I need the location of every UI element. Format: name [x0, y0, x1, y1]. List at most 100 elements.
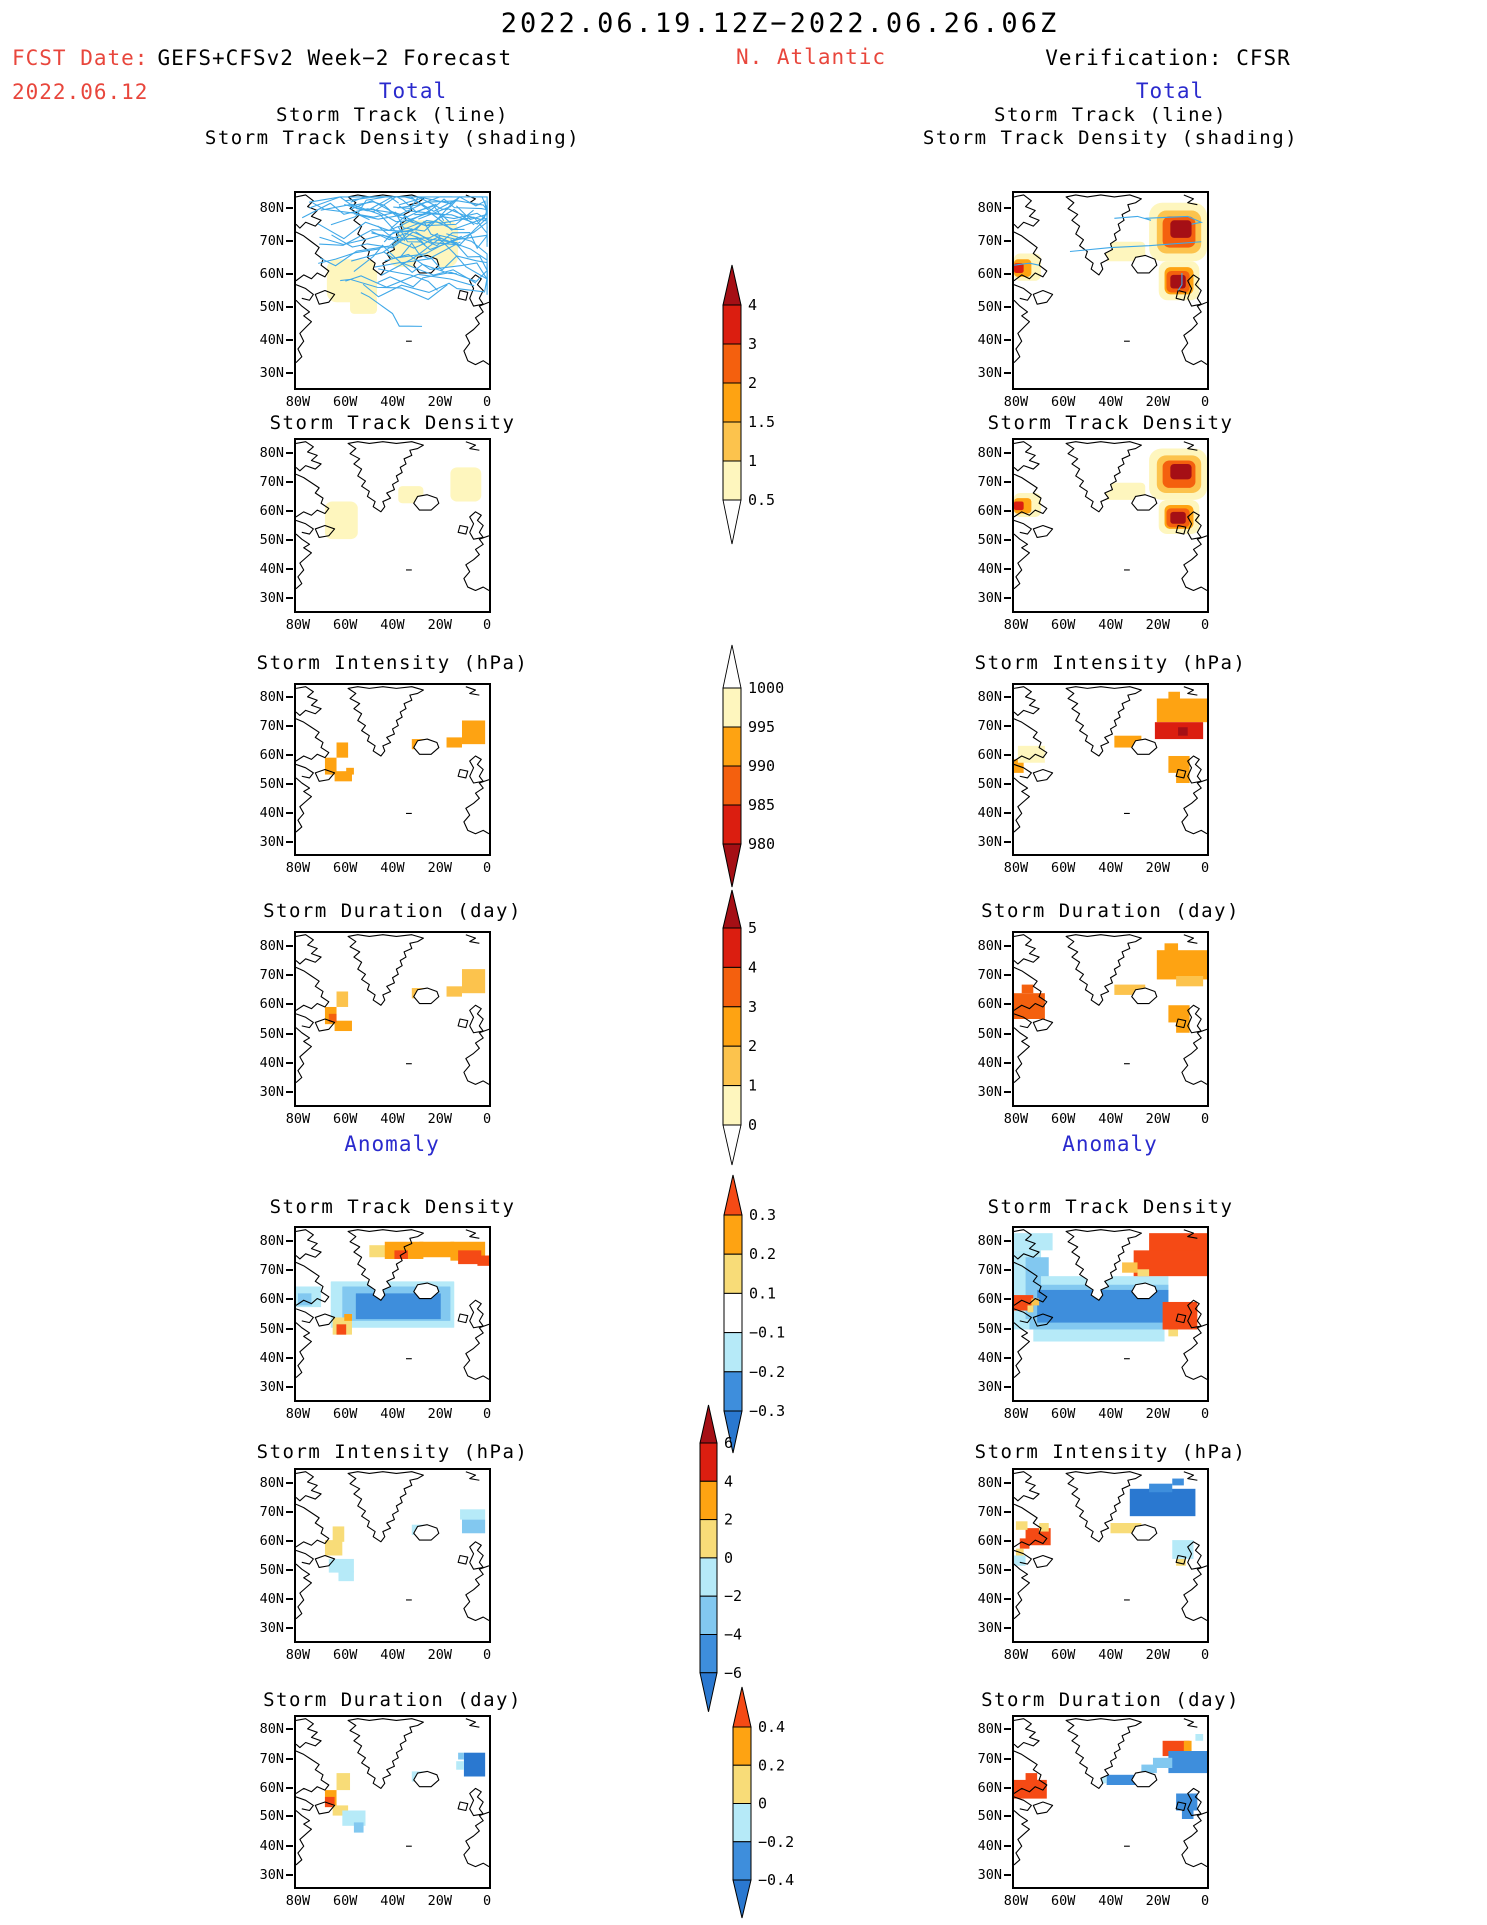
coastline: [1066, 1230, 1141, 1301]
model-label: GEFS+CFSv2 Week−2 Forecast: [157, 46, 513, 70]
lat-tick-label: 50N: [259, 299, 284, 316]
lat-tick-label: 60N: [259, 996, 284, 1013]
coastline: [466, 1472, 480, 1481]
lat-tick-label: 60N: [977, 996, 1002, 1013]
shading-cell: [1141, 1764, 1157, 1774]
lon-tick-label: 40W: [380, 860, 405, 876]
lat-tick-label: 50N: [259, 775, 284, 792]
tick-mark: [286, 1510, 293, 1513]
lat-tick-label: 70N: [977, 1503, 1002, 1520]
colorbar-label: −0.3: [749, 1402, 785, 1420]
shading-cell: [332, 1526, 345, 1542]
coastline: [1066, 935, 1141, 1006]
lat-tick-label: 80N: [977, 199, 1002, 216]
lat-tick-label: 30N: [977, 1084, 1002, 1101]
coastline: [1188, 1005, 1202, 1033]
tick-mark: [286, 1873, 293, 1876]
coastline: [315, 1314, 334, 1326]
panel-title: Storm Duration (day): [981, 1689, 1240, 1711]
tick-mark: [286, 725, 293, 728]
lat-tick-label: 60N: [259, 1779, 284, 1796]
tick-mark: [1004, 1873, 1011, 1876]
coastline: [296, 1323, 311, 1378]
shading-cell: [1168, 755, 1190, 773]
coastline: [296, 1230, 321, 1259]
shading-cell: [1014, 501, 1024, 511]
landmass: [1131, 1524, 1157, 1541]
map-frame-L6: [294, 1468, 491, 1643]
colorbar-intensity-anomaly: 6 4 2 0 −2 −4 −6: [699, 1404, 742, 1712]
panel-title: Storm Intensity (hPa): [974, 1441, 1247, 1463]
lon-tick-label: 20W: [1145, 1647, 1170, 1663]
lon-tick-label: 80W: [1003, 617, 1029, 633]
coastline: [296, 687, 321, 716]
storm-track-line: [418, 197, 487, 219]
lon-tick-label: 20W: [427, 860, 452, 876]
coastline: [414, 1283, 439, 1298]
tick-mark: [286, 1481, 293, 1484]
shading-cell: [461, 1519, 486, 1534]
lon-tick-label: 0: [482, 394, 492, 410]
shading-cell: [1015, 1521, 1028, 1530]
map-canvas: [1014, 1228, 1207, 1400]
shading-cell: [384, 1241, 424, 1259]
tick-mark: [286, 597, 293, 600]
lat-tick-label: 50N: [977, 299, 1002, 316]
lat-tick-label: 40N: [977, 561, 1002, 578]
map-canvas: [296, 440, 489, 611]
coastline: [315, 1802, 334, 1814]
shading-cell: [1176, 976, 1204, 987]
coastline: [1033, 1314, 1052, 1326]
tick-mark: [1004, 974, 1011, 976]
coastline: [1014, 442, 1039, 471]
coastline: [1182, 1812, 1207, 1866]
shading-cell: [1176, 1558, 1186, 1566]
coastline: [1066, 442, 1141, 512]
coastline: [315, 526, 334, 538]
tick-mark: [286, 451, 293, 454]
shading-cell: [1033, 1327, 1165, 1342]
map-canvas: [296, 1228, 489, 1400]
fcst-date-label: FCST Date:: [12, 46, 149, 70]
lon-tick-label: 80W: [1003, 1406, 1029, 1422]
tick-mark: [286, 1728, 293, 1731]
colorbar-segment: [732, 1841, 752, 1881]
lat-tick-label: 30N: [977, 1620, 1002, 1637]
coastline: [414, 1771, 439, 1786]
colorbar-segment: [722, 1006, 742, 1047]
colorbar-label: 1: [748, 1077, 757, 1095]
shading-cell: [1014, 263, 1024, 273]
coastline: [296, 1797, 313, 1811]
tick-mark: [286, 480, 293, 483]
storm-track-line: [400, 256, 487, 270]
colorbar-arrow: [723, 1174, 743, 1216]
colorbar-label: 1: [748, 452, 757, 470]
coastline: [315, 770, 334, 782]
colorbar-segment: [722, 304, 742, 345]
coastline: [348, 442, 423, 512]
shading-cell: [1098, 1774, 1107, 1784]
shading-cell: [1014, 1233, 1053, 1251]
map-frame-R5: [1012, 1226, 1209, 1402]
lon-tick-label: 80W: [1003, 1647, 1029, 1663]
shading-cell: [1106, 1774, 1136, 1785]
storm-track-line: [451, 239, 487, 289]
coastline: [1033, 1556, 1052, 1568]
map-canvas: [296, 1470, 489, 1641]
coastline: [1033, 1802, 1052, 1814]
shading-cell: [350, 294, 378, 314]
colorbar-segment: [722, 1085, 742, 1126]
lat-tick-label: 30N: [259, 1866, 284, 1883]
lat-tick-label: 70N: [977, 967, 1002, 983]
fcst-date-value: 2022.06.12: [12, 80, 149, 104]
lat-tick-label: 30N: [259, 590, 284, 607]
coastline: [1184, 1719, 1198, 1728]
colorbar-label: 4: [748, 296, 757, 314]
coastline: [296, 232, 329, 281]
coastline: [1132, 1525, 1157, 1540]
coastline: [466, 442, 480, 451]
coastline: [1014, 1028, 1029, 1083]
colorbar-label: 2: [748, 1037, 757, 1055]
shading-cell: [1170, 463, 1192, 480]
